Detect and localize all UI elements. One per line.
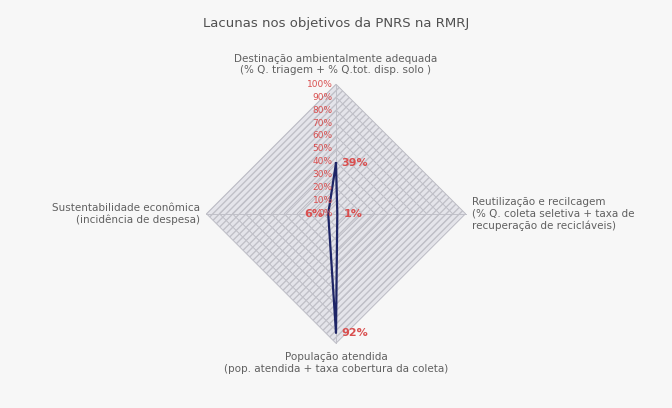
Polygon shape [206,84,466,343]
Polygon shape [258,136,414,291]
Text: 0%: 0% [319,209,333,218]
Text: 20%: 20% [312,183,333,192]
Text: 40%: 40% [312,157,333,166]
Text: Destinação ambientalmente adequada
(% Q. triagem + % Q.tot. disp. solo ): Destinação ambientalmente adequada (% Q.… [235,53,437,75]
Text: População atendida
(pop. atendida + taxa cobertura da coleta): População atendida (pop. atendida + taxa… [224,352,448,374]
Polygon shape [233,110,439,317]
Text: Reutilização e recilcagem
(% Q. coleta seletiva + taxa de
recuperação de reciclá: Reutilização e recilcagem (% Q. coleta s… [472,197,634,231]
Text: 39%: 39% [341,158,368,168]
Text: 6%: 6% [304,209,323,219]
Text: 92%: 92% [341,328,368,338]
Polygon shape [284,162,388,266]
Polygon shape [271,149,401,279]
Polygon shape [323,201,349,227]
Text: 60%: 60% [312,131,333,140]
Text: 1%: 1% [344,209,363,219]
Polygon shape [245,123,427,304]
Text: 80%: 80% [312,106,333,115]
Polygon shape [220,97,452,330]
Polygon shape [297,175,375,253]
Text: 70%: 70% [312,119,333,128]
Text: 90%: 90% [312,93,333,102]
Text: 10%: 10% [312,196,333,205]
Text: 30%: 30% [312,171,333,180]
Text: Lacunas nos objetivos da PNRS na RMRJ: Lacunas nos objetivos da PNRS na RMRJ [203,17,469,30]
Polygon shape [310,188,362,239]
Text: 100%: 100% [307,80,333,89]
Text: Sustentabilidade econômica
(incidência de despesa): Sustentabilidade econômica (incidência d… [52,203,200,225]
Text: 50%: 50% [312,144,333,153]
